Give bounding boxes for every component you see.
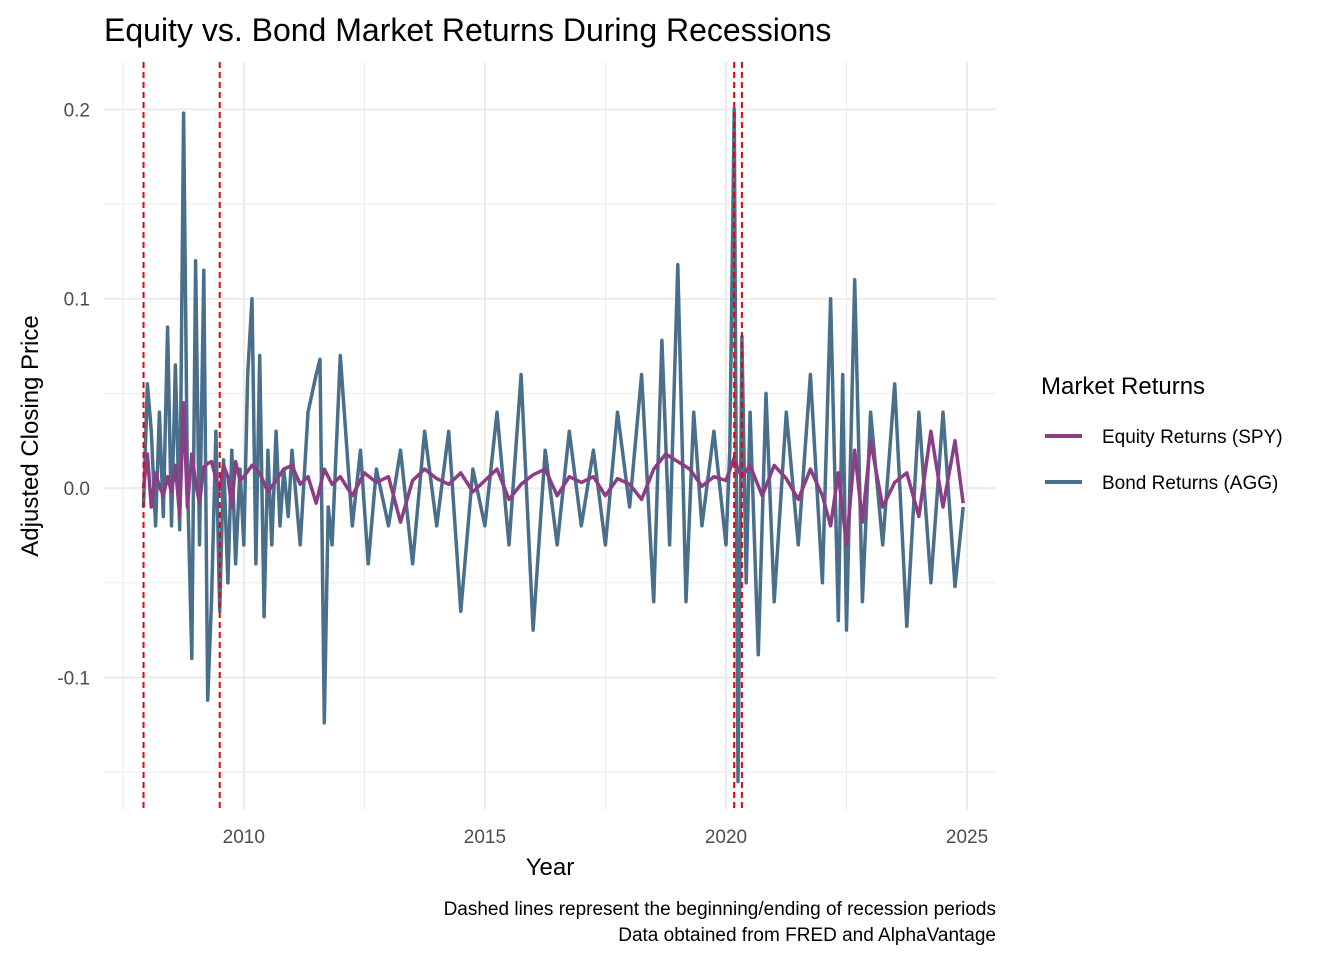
x-axis-title: Year	[526, 854, 575, 881]
caption-line-1: Dashed lines represent the beginning/end…	[444, 899, 996, 920]
legend-label-equity: Equity Returns (SPY)	[1102, 427, 1283, 448]
x-tick-label: 2010	[223, 827, 265, 848]
chart-title: Equity vs. Bond Market Returns During Re…	[104, 12, 831, 48]
x-tick-label: 2015	[464, 827, 506, 848]
y-axis-title: Adjusted Closing Price	[17, 315, 44, 556]
caption-line-2: Data obtained from FRED and AlphaVantage	[618, 925, 996, 946]
y-axis-ticks: -0.1 0.0 0.1 0.2	[57, 100, 90, 689]
legend: Market Returns Equity Returns (SPY) Bond…	[1041, 373, 1283, 494]
y-tick-label: 0.1	[64, 290, 90, 311]
x-tick-label: 2025	[946, 827, 988, 848]
y-tick-label: 0.2	[64, 100, 90, 121]
legend-label-bond: Bond Returns (AGG)	[1102, 473, 1278, 494]
recession-lines	[142, 62, 743, 810]
x-axis-ticks: 2010 2015 2020 2025	[223, 827, 989, 848]
series-line-bond	[141, 107, 965, 784]
series-layer	[141, 107, 965, 784]
series-line-equity	[141, 401, 965, 547]
legend-title: Market Returns	[1041, 373, 1205, 400]
y-tick-label: 0.0	[64, 479, 90, 500]
y-tick-label: -0.1	[57, 668, 90, 689]
x-tick-label: 2020	[705, 827, 747, 848]
